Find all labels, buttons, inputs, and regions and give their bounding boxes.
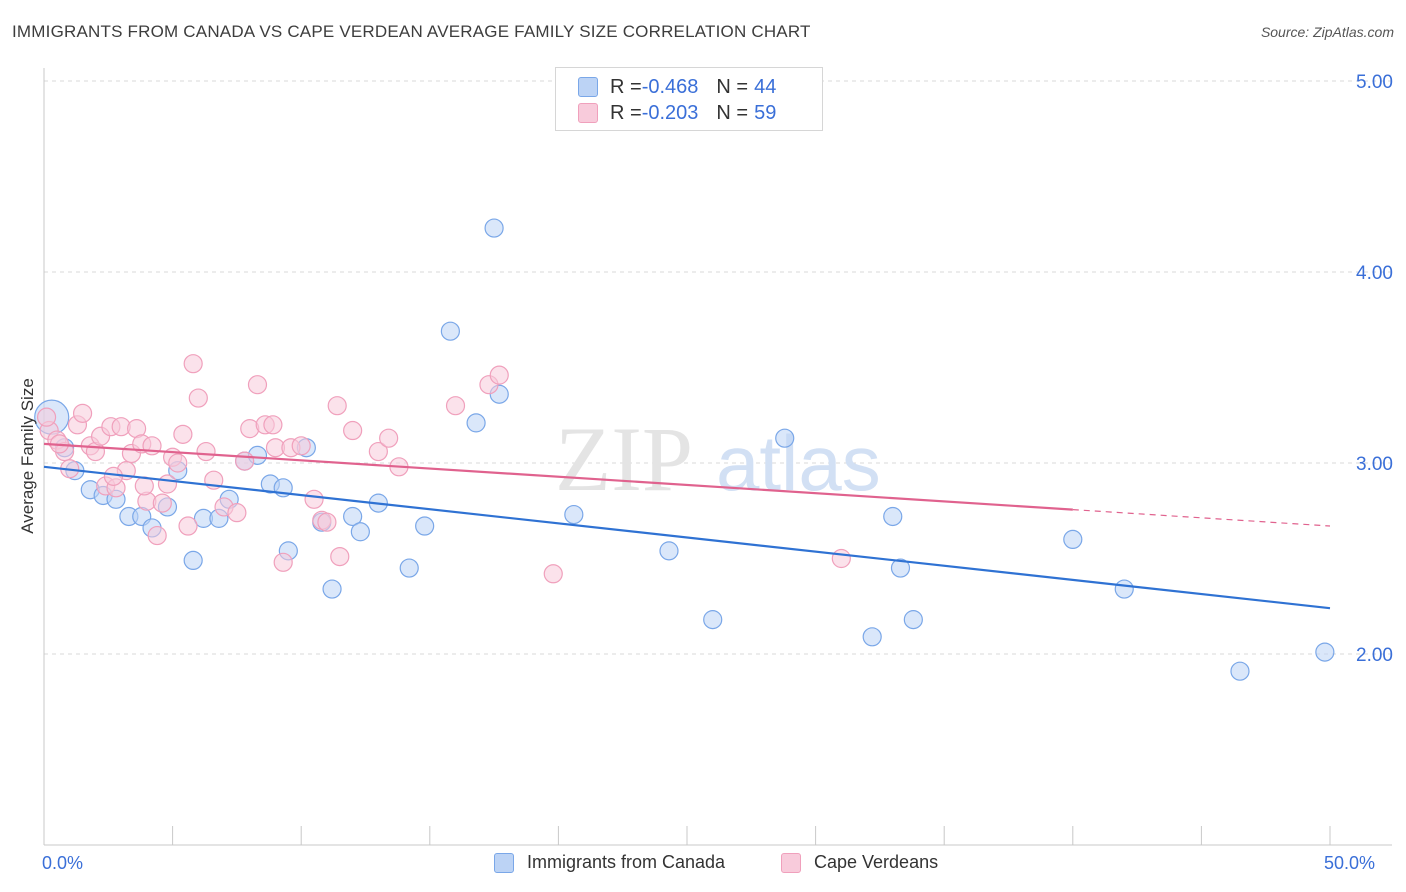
trend-line-canada — [43, 465, 1331, 610]
legend-row-canada: R = -0.468 N = 44 — [578, 74, 776, 100]
legend-r-label: R = — [610, 75, 642, 98]
data-point-canada — [703, 610, 723, 630]
data-point-capeverde — [379, 428, 399, 448]
data-point-canada — [1114, 579, 1134, 599]
data-point-canada — [1230, 661, 1250, 681]
legend-n-label: N = — [716, 101, 749, 124]
x-tick-min: 0.0% — [42, 853, 84, 873]
data-point-canada — [322, 579, 342, 599]
y-tick-label: 2.00 — [1356, 645, 1393, 666]
trend-line-capeverde — [43, 442, 1073, 511]
data-point-capeverde — [263, 415, 283, 435]
data-point-capeverde — [157, 474, 178, 494]
bottom-legend-label-capeverde: Cape Verdeans — [814, 852, 939, 872]
data-point-canada — [415, 516, 435, 536]
bottom-legend-swatch-canada — [494, 852, 514, 873]
watermark-zip: ZIP — [555, 408, 693, 510]
data-point-capeverde — [147, 525, 167, 546]
data-point-capeverde — [227, 503, 247, 523]
data-point-capeverde — [327, 396, 347, 416]
data-point-capeverde — [178, 516, 198, 536]
data-point-capeverde — [103, 466, 124, 486]
bottom-legend-canada: Immigrants from Canada — [494, 852, 725, 873]
y-tick-label: 5.00 — [1356, 72, 1393, 93]
data-point-capeverde — [291, 436, 311, 456]
legend-r-label: R = — [610, 101, 642, 124]
y-tick-label: 4.00 — [1356, 263, 1393, 284]
y-tick-labels: 2.00 3.00 4.00 5.00 — [1356, 72, 1393, 666]
trend-line-extension-capeverde — [1072, 509, 1331, 527]
legend-n-value: 44 — [754, 75, 777, 98]
axes — [43, 68, 1392, 846]
chart-title: IMMIGRANTS FROM CANADA VS CAPE VERDEAN A… — [12, 22, 811, 41]
data-point-capeverde — [196, 441, 216, 462]
data-point-capeverde — [235, 451, 255, 471]
data-point-canada — [659, 541, 679, 561]
data-point-capeverde — [183, 354, 203, 374]
bottom-legend-capeverde: Cape Verdeans — [781, 852, 938, 873]
legend-n-value: 59 — [754, 101, 777, 124]
data-point-capeverde — [831, 548, 851, 569]
legend-swatch-capeverde — [578, 103, 598, 123]
data-point-capeverde — [343, 420, 363, 441]
data-point-capeverde — [368, 441, 388, 462]
data-point-capeverde — [173, 424, 193, 444]
watermark-atlas: atlas — [716, 419, 881, 507]
data-point-canada — [183, 550, 203, 571]
data-point-capeverde — [304, 489, 324, 509]
data-point-capeverde — [152, 493, 172, 513]
data-points — [34, 218, 1335, 681]
legend-n-label: N = — [716, 75, 749, 98]
data-point-canada — [466, 413, 486, 433]
data-point-canada — [399, 558, 419, 578]
data-point-capeverde — [543, 564, 563, 584]
data-point-canada — [1315, 642, 1335, 662]
legend-r-value: -0.468 — [641, 75, 699, 98]
bottom-legend-label-canada: Immigrants from Canada — [527, 852, 726, 872]
data-point-canada — [350, 522, 370, 542]
data-point-canada — [440, 321, 460, 341]
bottom-legend-swatch-capeverde — [781, 852, 801, 873]
y-tick-label: 3.00 — [1356, 454, 1393, 475]
data-point-capeverde — [36, 407, 57, 427]
y-axis-label: Average Family Size — [18, 378, 37, 534]
data-point-capeverde — [317, 512, 337, 532]
data-point-canada — [862, 627, 882, 647]
trend-lines — [43, 442, 1331, 610]
data-point-canada — [343, 506, 363, 527]
x-tick-max: 50.0% — [1324, 853, 1376, 873]
legend-r-value: -0.203 — [641, 101, 699, 124]
data-point-canada — [883, 506, 903, 527]
source-label: Source: ZipAtlas.com — [1260, 24, 1394, 40]
data-point-capeverde — [489, 365, 509, 385]
data-point-canada — [890, 558, 911, 578]
data-point-canada — [564, 504, 584, 525]
data-point-capeverde — [188, 388, 208, 408]
data-point-canada — [484, 218, 504, 238]
data-point-canada — [903, 610, 923, 630]
legend-swatch-canada — [578, 77, 598, 97]
data-point-capeverde — [273, 552, 293, 572]
gridlines — [44, 80, 1392, 655]
legend-row-capeverde: R = -0.203 N = 59 — [578, 100, 776, 126]
data-point-capeverde — [330, 546, 350, 567]
correlation-legend: R = -0.468 N = 44 R = -0.203 N = 59 — [555, 67, 823, 131]
data-point-canada — [1063, 529, 1083, 550]
data-point-capeverde — [168, 453, 188, 473]
data-point-capeverde — [445, 396, 466, 416]
data-point-capeverde — [72, 403, 93, 423]
data-point-capeverde — [247, 375, 268, 395]
data-point-canada — [775, 428, 795, 448]
